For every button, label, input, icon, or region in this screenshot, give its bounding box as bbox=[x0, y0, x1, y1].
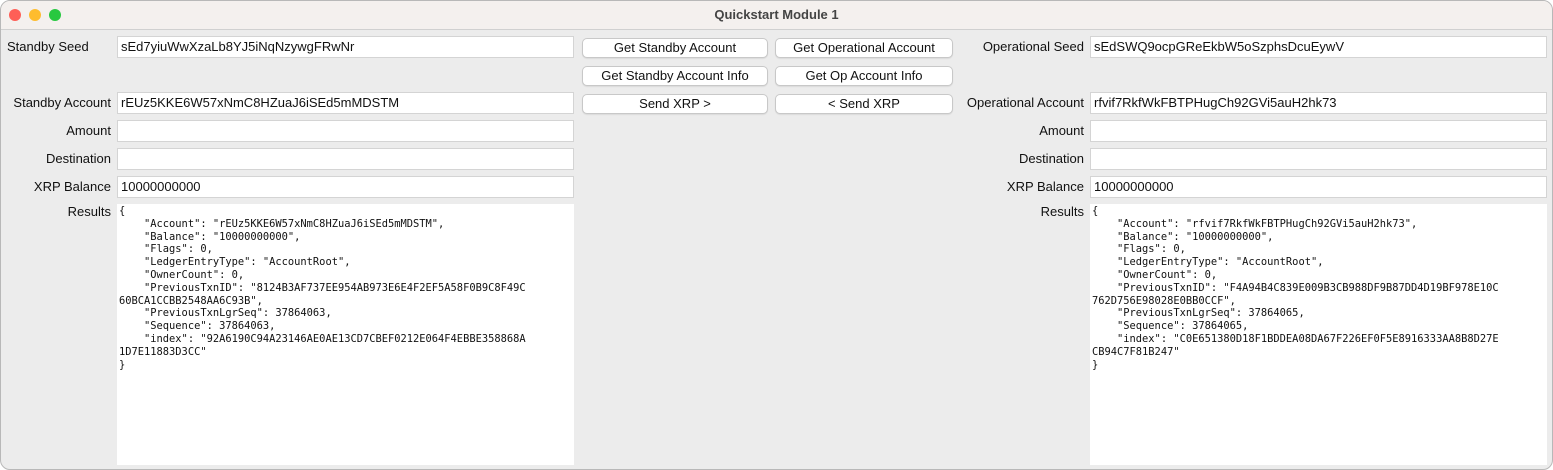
window-title: Quickstart Module 1 bbox=[714, 7, 839, 22]
close-window-button[interactable] bbox=[9, 9, 21, 21]
standby-account-input[interactable]: rEUz5KKE6W57xNmC8HZuaJ6iSEd5mMDSTM bbox=[117, 92, 574, 114]
standby-amount-input[interactable] bbox=[117, 120, 574, 142]
standby-seed-input[interactable]: sEd7yiuWwXzaLb8YJ5iNqNzywgFRwNr bbox=[117, 36, 574, 58]
standby-account-label: Standby Account bbox=[13, 95, 111, 110]
standby-destination-input[interactable] bbox=[117, 148, 574, 170]
operational-destination-label: Destination bbox=[1018, 151, 1084, 166]
get-op-account-info-button[interactable]: Get Op Account Info bbox=[775, 66, 953, 86]
title-bar: Quickstart Module 1 bbox=[1, 1, 1552, 30]
operational-balance-label: XRP Balance bbox=[1006, 179, 1084, 194]
get-standby-account-button[interactable]: Get Standby Account bbox=[582, 38, 768, 58]
send-xrp-to-standby-button[interactable]: < Send XRP bbox=[775, 94, 953, 114]
operational-account-input[interactable]: rfvif7RkfWkFBTPHugCh92GVi5auH2hk73 bbox=[1090, 92, 1547, 114]
standby-results-label: Results bbox=[67, 204, 111, 219]
operational-results-label: Results bbox=[1040, 204, 1084, 219]
operational-account-label: Operational Account bbox=[966, 95, 1084, 110]
standby-results-text[interactable]: { "Account": "rEUz5KKE6W57xNmC8HZuaJ6iSE… bbox=[117, 204, 574, 465]
send-xrp-to-operational-button[interactable]: Send XRP > bbox=[582, 94, 768, 114]
get-standby-account-info-button[interactable]: Get Standby Account Info bbox=[582, 66, 768, 86]
operational-destination-input[interactable] bbox=[1090, 148, 1547, 170]
standby-seed-label: Standby Seed bbox=[7, 39, 89, 54]
standby-balance-label: XRP Balance bbox=[33, 179, 111, 194]
get-operational-account-button[interactable]: Get Operational Account bbox=[775, 38, 953, 58]
standby-amount-label: Amount bbox=[66, 123, 111, 138]
operational-seed-input[interactable]: sEdSWQ9ocpGReEkbW5oSzphsDcuEywV bbox=[1090, 36, 1547, 58]
operational-seed-label: Operational Seed bbox=[982, 39, 1084, 54]
operational-results-text[interactable]: { "Account": "rfvif7RkfWkFBTPHugCh92GVi5… bbox=[1090, 204, 1547, 465]
operational-amount-label: Amount bbox=[1039, 123, 1084, 138]
zoom-window-button[interactable] bbox=[49, 9, 61, 21]
operational-amount-input[interactable] bbox=[1090, 120, 1547, 142]
operational-balance-input[interactable]: 10000000000 bbox=[1090, 176, 1547, 198]
standby-destination-label: Destination bbox=[45, 151, 111, 166]
minimize-window-button[interactable] bbox=[29, 9, 41, 21]
standby-balance-input[interactable]: 10000000000 bbox=[117, 176, 574, 198]
